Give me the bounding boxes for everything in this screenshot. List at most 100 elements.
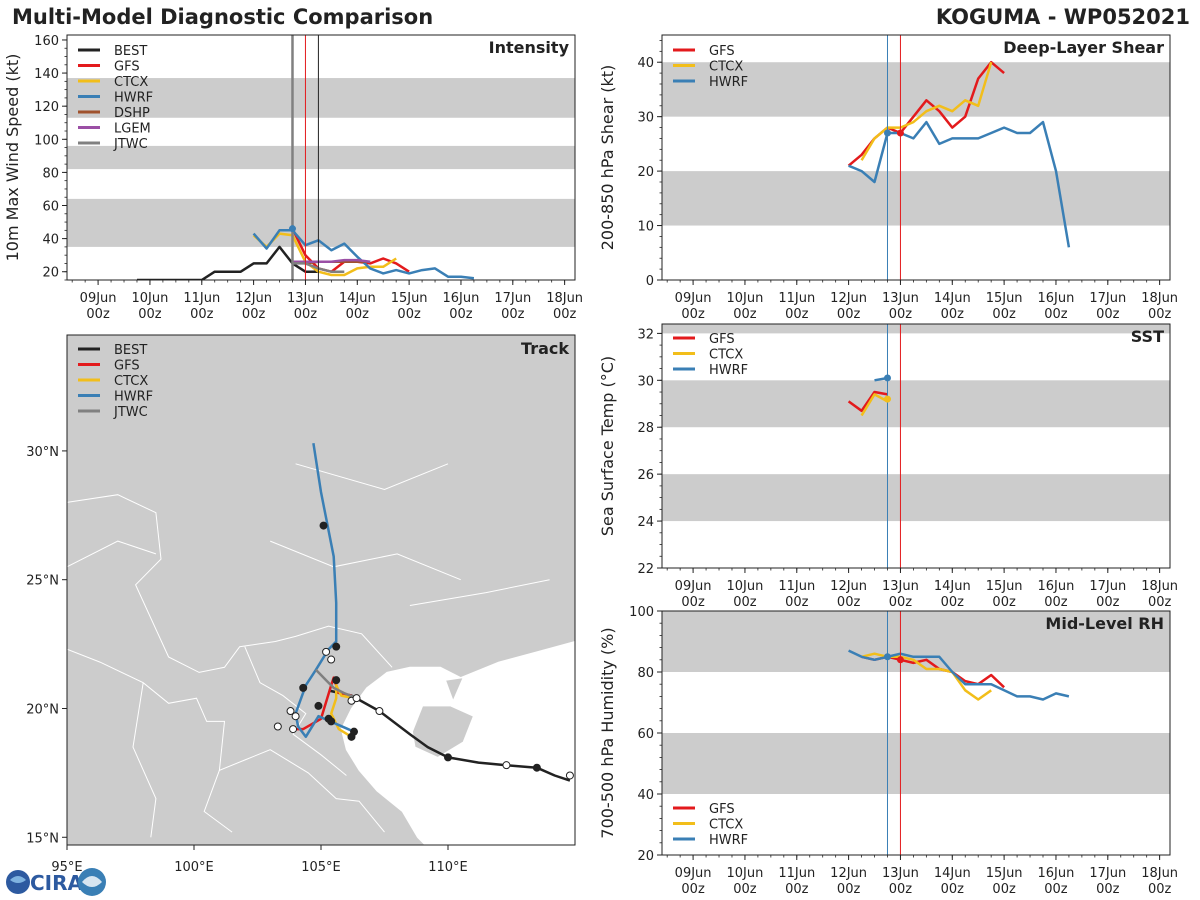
- x-tick-label-date: 13Jun: [882, 291, 919, 306]
- track-point-solid: [332, 642, 341, 651]
- data-marker: [883, 653, 891, 661]
- x-tick-label-date: 15Jun: [986, 866, 1023, 881]
- x-tick-label-hour: 00z: [941, 882, 965, 897]
- legend-label-gfs: GFS: [114, 359, 140, 374]
- y-tick-label: 40: [637, 788, 654, 803]
- track-point-solid: [327, 717, 336, 726]
- track-point-solid: [314, 701, 323, 710]
- x-tick-label-hour: 00z: [681, 882, 705, 897]
- admin-border: [295, 463, 449, 491]
- y-tick-label: 28: [637, 421, 654, 436]
- x-tick-label-date: 14Jun: [934, 579, 971, 594]
- panel-intensity: 2040608010012014016009Jun00z10Jun00z11Ju…: [3, 34, 583, 322]
- x-tick-label-hour: 00z: [733, 595, 757, 610]
- legend-label-ctcx: CTCX: [709, 818, 743, 833]
- series-line-best: [137, 245, 319, 280]
- x-tick-label-date: 11Jun: [778, 579, 815, 594]
- legend-label-gfs: GFS: [709, 44, 735, 59]
- x-tick-label-hour: 00z: [1148, 882, 1172, 897]
- track-point-open: [291, 712, 300, 721]
- x-tick-label-date: 16Jun: [443, 291, 480, 306]
- gray-band: [67, 198, 575, 247]
- x-tick-label-date: 15Jun: [986, 291, 1023, 306]
- x-tick-label-date: 16Jun: [1038, 866, 1075, 881]
- legend-label-best: BEST: [114, 343, 147, 358]
- swirl-icon: [82, 876, 102, 887]
- admin-border: [270, 540, 461, 581]
- cira-logo: CIRA: [6, 868, 106, 896]
- x-tick-label-hour: 00z: [86, 307, 110, 322]
- legend-label-jtwc: JTWC: [113, 137, 148, 152]
- gray-band: [662, 733, 1170, 794]
- series-line-ctcx: [860, 61, 993, 161]
- track-point-open: [289, 725, 298, 734]
- y-tick-label: 40: [42, 233, 59, 248]
- y-tick-label: 80: [42, 166, 59, 181]
- legend-label-ctcx: CTCX: [114, 374, 148, 389]
- y-tick-label: 100: [34, 133, 59, 148]
- x-tick-label-hour: 00z: [1096, 307, 1120, 322]
- x-tick-label-date: 11Jun: [778, 866, 815, 881]
- plot-area-intensity: [67, 35, 575, 280]
- x-tick-label-hour: 00z: [1044, 882, 1068, 897]
- lat-tick-label: 20°N: [26, 702, 59, 717]
- track-line-jtwc: [315, 668, 358, 700]
- x-tick-label-date: 16Jun: [1038, 579, 1075, 594]
- x-tick-label-hour: 00z: [553, 307, 577, 322]
- track-point-open: [273, 722, 282, 731]
- admin-border: [203, 770, 233, 833]
- gray-band: [67, 78, 575, 118]
- x-tick-label-hour: 00z: [501, 307, 525, 322]
- x-tick-label-date: 13Jun: [287, 291, 324, 306]
- plot-area-shear: [662, 35, 1170, 280]
- track-point-solid: [350, 727, 359, 736]
- x-tick-label-date: 14Jun: [934, 866, 971, 881]
- x-tick-label-hour: 00z: [1044, 595, 1068, 610]
- data-marker: [288, 225, 296, 233]
- data-marker: [896, 656, 904, 664]
- legend-label-dshp: DSHP: [114, 106, 150, 121]
- axes-frame: [661, 34, 1171, 281]
- legend-label-hwrf: HWRF: [709, 833, 748, 848]
- legend-label-ctcx: CTCX: [709, 348, 743, 363]
- x-tick-label-hour: 00z: [837, 307, 861, 322]
- x-tick-label-hour: 00z: [242, 307, 266, 322]
- x-tick-label-hour: 00z: [1148, 307, 1172, 322]
- figure-title: Multi-Model Diagnostic Comparison: [12, 5, 434, 29]
- x-tick-label-date: 12Jun: [830, 866, 867, 881]
- x-tick-label-hour: 00z: [1044, 307, 1068, 322]
- x-tick-label-hour: 00z: [837, 882, 861, 897]
- x-tick-label-hour: 00z: [785, 307, 809, 322]
- lon-tick-label: 110°E: [428, 860, 468, 875]
- panel-track: 95°E 100°E 105°E 110°E 15°N 20°N 25°N 30°N Track…: [26, 334, 576, 875]
- panel-title: Intensity: [489, 38, 570, 57]
- plot-area-track: [67, 335, 575, 845]
- gray-band: [662, 474, 1170, 522]
- x-tick-label-date: 15Jun: [391, 291, 428, 306]
- gray-band: [662, 380, 1170, 428]
- lat-tick-label: 15°N: [26, 831, 59, 846]
- data-marker: [883, 395, 891, 403]
- lon-tick-label: 105°E: [301, 860, 341, 875]
- track-point-solid: [332, 676, 341, 685]
- y-tick-label: 22: [637, 562, 654, 577]
- y-tick-label: 20: [637, 849, 654, 864]
- x-tick-label-date: 18Jun: [1141, 291, 1178, 306]
- x-tick-label-date: 11Jun: [778, 291, 815, 306]
- panel-title: Track: [521, 339, 569, 358]
- track-line-ctcx: [329, 684, 355, 738]
- track-point-open: [565, 771, 574, 780]
- x-tick-label-hour: 00z: [1148, 595, 1172, 610]
- x-tick-label-date: 15Jun: [986, 579, 1023, 594]
- y-tick-label: 80: [637, 666, 654, 681]
- x-tick-label-date: 11Jun: [183, 291, 220, 306]
- x-tick-label-hour: 00z: [294, 307, 318, 322]
- y-tick-label: 0: [646, 274, 654, 289]
- y-tick-label: 100: [629, 605, 654, 620]
- y-tick-label: 30: [637, 111, 654, 126]
- y-axis-label: 200-850 hPa Shear (kt): [598, 65, 617, 251]
- x-tick-label-hour: 00z: [1096, 882, 1120, 897]
- globe-land-icon: [10, 876, 26, 883]
- series-line-ctcx: [252, 232, 397, 277]
- x-tick-label-hour: 00z: [837, 595, 861, 610]
